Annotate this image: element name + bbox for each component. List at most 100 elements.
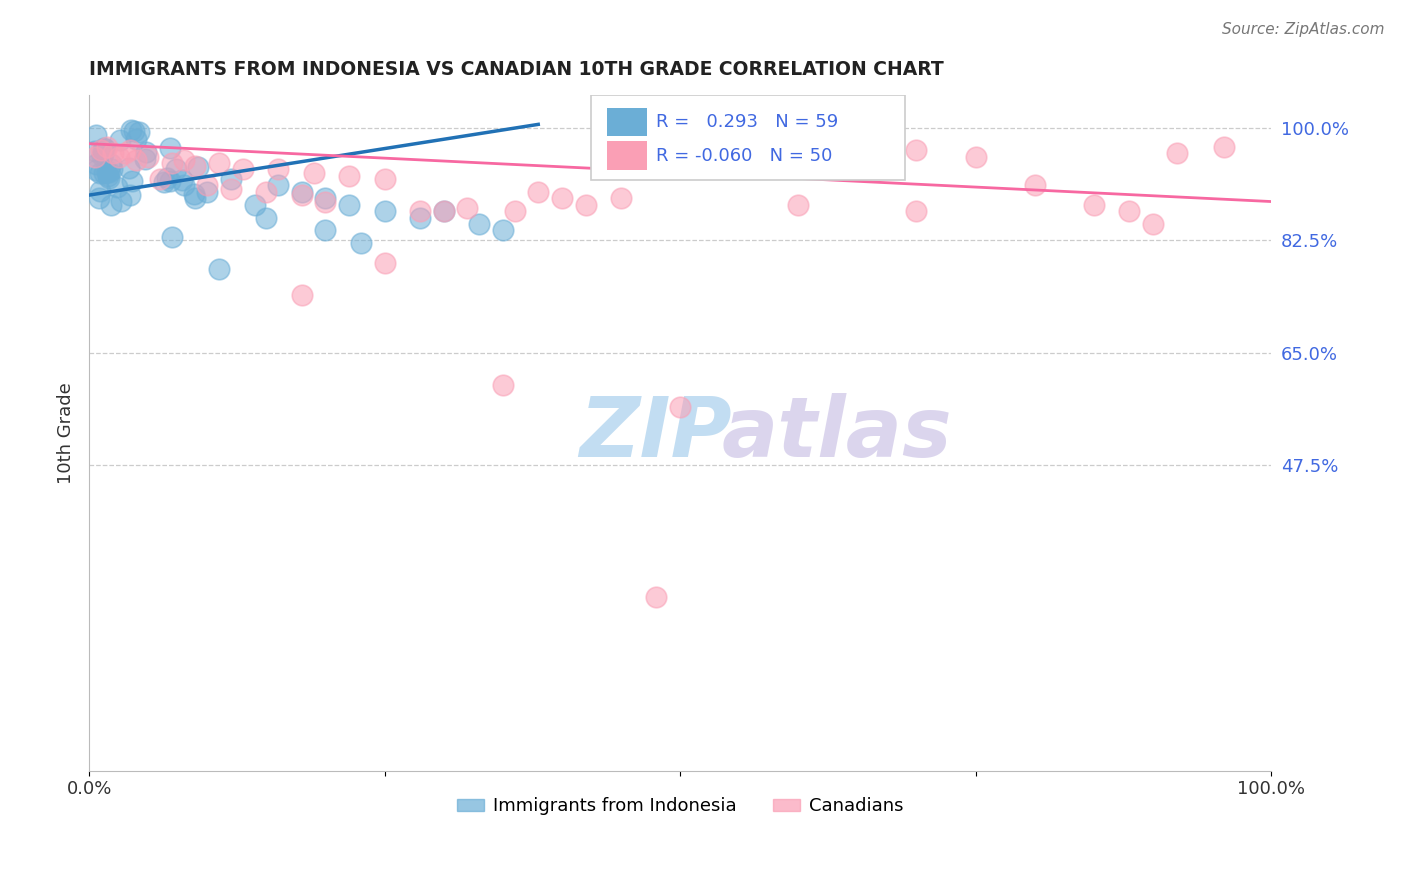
- Point: [208, 156, 231, 170]
- Point: [128, 125, 150, 139]
- Point: [302, 166, 325, 180]
- Point: [93, 140, 115, 154]
- Point: [118, 161, 141, 176]
- Point: [232, 162, 254, 177]
- Text: atlas: atlas: [721, 392, 952, 474]
- Point: [125, 132, 148, 146]
- Point: [291, 188, 314, 202]
- Point: [314, 191, 336, 205]
- Point: [110, 194, 132, 208]
- Point: [243, 198, 266, 212]
- Point: [314, 194, 336, 209]
- Point: [170, 172, 193, 186]
- Point: [159, 140, 181, 154]
- Point: [254, 185, 277, 199]
- FancyBboxPatch shape: [592, 95, 904, 180]
- Point: [173, 153, 195, 167]
- Point: [1142, 217, 1164, 231]
- Point: [374, 255, 396, 269]
- Point: [89, 166, 111, 180]
- Point: [492, 223, 515, 237]
- Point: [527, 185, 550, 199]
- Point: [108, 133, 131, 147]
- Point: [96, 165, 118, 179]
- Point: [91, 143, 114, 157]
- Point: [165, 161, 187, 176]
- FancyBboxPatch shape: [607, 108, 647, 136]
- Point: [456, 201, 478, 215]
- Point: [195, 185, 218, 199]
- Point: [337, 198, 360, 212]
- Point: [551, 191, 574, 205]
- Point: [291, 185, 314, 199]
- Point: [208, 262, 231, 277]
- Point: [93, 142, 115, 156]
- Point: [669, 401, 692, 415]
- Point: [84, 149, 107, 163]
- Text: R = -0.060   N = 50: R = -0.060 N = 50: [657, 146, 832, 164]
- Point: [135, 145, 157, 159]
- Point: [468, 217, 491, 231]
- Point: [101, 146, 124, 161]
- Point: [314, 223, 336, 237]
- Point: [120, 187, 142, 202]
- Point: [107, 179, 129, 194]
- Point: [267, 178, 290, 193]
- Point: [350, 236, 373, 251]
- Point: [610, 191, 633, 205]
- Point: [101, 162, 124, 177]
- Point: [254, 211, 277, 225]
- Point: [90, 143, 112, 157]
- Point: [374, 204, 396, 219]
- Point: [120, 123, 142, 137]
- Point: [120, 143, 142, 157]
- Point: [291, 287, 314, 301]
- Point: [187, 161, 209, 175]
- Point: [1083, 198, 1105, 212]
- Point: [87, 191, 110, 205]
- Point: [160, 156, 183, 170]
- Point: [159, 174, 181, 188]
- Point: [153, 175, 176, 189]
- Point: [122, 124, 145, 138]
- Text: Source: ZipAtlas.com: Source: ZipAtlas.com: [1222, 22, 1385, 37]
- Text: ZIP: ZIP: [579, 392, 733, 474]
- Point: [787, 198, 810, 212]
- Point: [409, 204, 432, 219]
- Point: [267, 162, 290, 177]
- Point: [97, 169, 120, 184]
- Point: [93, 166, 115, 180]
- Point: [86, 162, 108, 177]
- Point: [905, 143, 928, 157]
- Point: [97, 170, 120, 185]
- Point: [433, 204, 456, 219]
- Point: [1212, 140, 1234, 154]
- Legend: Immigrants from Indonesia, Canadians: Immigrants from Indonesia, Canadians: [450, 790, 911, 822]
- Point: [503, 204, 526, 219]
- Point: [134, 152, 156, 166]
- Point: [100, 197, 122, 211]
- Y-axis label: 10th Grade: 10th Grade: [58, 382, 75, 484]
- Point: [965, 149, 987, 163]
- Point: [183, 187, 205, 202]
- Point: [574, 198, 596, 212]
- Point: [90, 149, 112, 163]
- Point: [84, 157, 107, 171]
- Text: IMMIGRANTS FROM INDONESIA VS CANADIAN 10TH GRADE CORRELATION CHART: IMMIGRANTS FROM INDONESIA VS CANADIAN 10…: [89, 60, 943, 78]
- FancyBboxPatch shape: [607, 141, 647, 169]
- Point: [91, 147, 114, 161]
- Point: [84, 128, 107, 142]
- Point: [905, 204, 928, 219]
- Point: [1166, 146, 1188, 161]
- Text: R =   0.293   N = 59: R = 0.293 N = 59: [657, 112, 839, 131]
- Point: [160, 230, 183, 244]
- Point: [149, 172, 172, 186]
- Point: [219, 182, 242, 196]
- Point: [846, 146, 869, 161]
- Point: [1024, 178, 1046, 193]
- Point: [184, 191, 207, 205]
- Point: [114, 146, 136, 161]
- Point: [125, 153, 148, 167]
- Point: [173, 178, 195, 193]
- Point: [1118, 204, 1140, 219]
